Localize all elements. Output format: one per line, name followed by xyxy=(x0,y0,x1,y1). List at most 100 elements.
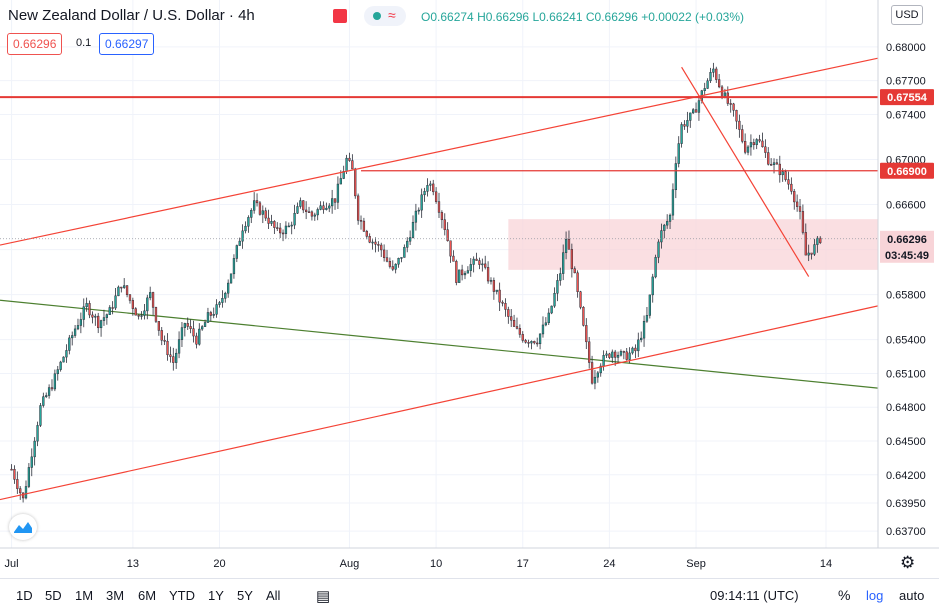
candle-body-173 xyxy=(510,316,513,321)
range-3m-button[interactable]: 3M xyxy=(106,588,125,603)
ohlc-change: +0.00022 (+0.03%) xyxy=(641,10,744,24)
last-price-tag-text: 0.66296 xyxy=(887,234,927,246)
candle-body-214 xyxy=(628,352,631,360)
candle-body-12 xyxy=(45,395,48,397)
candle-body-152 xyxy=(449,240,452,257)
candle-body-39 xyxy=(123,285,126,288)
candle-body-174 xyxy=(512,319,516,327)
currency-button[interactable]: USD xyxy=(891,5,923,25)
candle-body-130 xyxy=(385,257,389,262)
percent-scale-toggle[interactable]: % xyxy=(838,587,851,603)
date-range-icon[interactable]: ▤ xyxy=(316,588,331,605)
candle-body-131 xyxy=(388,260,392,267)
candle-body-266 xyxy=(778,163,781,176)
market-status-pill[interactable]: ≈ xyxy=(364,6,406,26)
trendlines[interactable] xyxy=(0,57,879,501)
candle-body-115 xyxy=(342,171,345,179)
candle-body-233 xyxy=(683,124,686,127)
candle-body-213 xyxy=(625,351,628,360)
candle-body-119 xyxy=(354,168,357,197)
log-scale-toggle[interactable]: log xyxy=(866,588,884,603)
candle-body-31 xyxy=(99,320,103,329)
candle-body-255 xyxy=(746,146,750,153)
price-tags: 0.67554 0.66900 0.66296 03:45:49 xyxy=(880,89,934,263)
candle-body-71 xyxy=(215,304,218,315)
range-5d-button[interactable]: 5D xyxy=(45,588,62,603)
x-tick-label-7: Sep xyxy=(686,558,706,570)
flag-icon[interactable] xyxy=(333,9,347,23)
candle-body-178 xyxy=(524,340,527,343)
candle-body-36 xyxy=(114,295,117,309)
candle-body-50 xyxy=(154,307,158,322)
range-1m-button[interactable]: 1M xyxy=(75,588,94,603)
trendline-lower-channel xyxy=(0,305,879,501)
candle-body-15 xyxy=(53,373,57,390)
candle-body-275 xyxy=(804,232,807,256)
auto-scale-toggle[interactable]: auto xyxy=(899,588,925,603)
candle-body-200 xyxy=(588,341,591,363)
candle-body-85 xyxy=(255,200,259,204)
range-5y-button[interactable]: 5Y xyxy=(237,588,253,603)
candle-body-61 xyxy=(186,323,189,327)
candle-body-112 xyxy=(333,198,337,203)
buy-button[interactable]: 0.66297 xyxy=(99,33,155,55)
range-6m-button[interactable]: 6M xyxy=(138,588,157,603)
y-tick-label-11: 0.64200 xyxy=(886,470,926,482)
candle-body-114 xyxy=(339,178,342,185)
candle-body-35 xyxy=(111,307,114,309)
x-tick-label-2: 20 xyxy=(213,558,225,570)
ohlc-high: H0.66296 xyxy=(477,10,530,24)
candle-body-72 xyxy=(218,302,221,305)
time-axis-labels: Jul 13 20 Aug 10 17 24 Sep 14 xyxy=(5,558,833,570)
ohlc-close: C0.66296 xyxy=(585,10,638,24)
level-tag-bg-1 xyxy=(880,162,934,179)
candle-body-149 xyxy=(440,212,444,221)
candle-body-83 xyxy=(250,210,253,218)
utc-clock[interactable]: 09:14:11 (UTC) xyxy=(710,588,799,603)
x-tick-label-6: 24 xyxy=(603,558,615,570)
range-ytd-button[interactable]: YTD xyxy=(169,588,195,603)
candle-body-220 xyxy=(645,315,649,322)
candle-body-117 xyxy=(348,157,351,161)
y-tick-label-9: 0.64800 xyxy=(886,402,926,414)
candle-body-170 xyxy=(501,301,504,304)
last-price-tag-bg xyxy=(880,230,934,263)
symbol-title[interactable]: New Zealand Dollar / U.S. Dollar · 4h xyxy=(8,7,255,24)
candle-body-222 xyxy=(651,276,654,296)
candle-body-257 xyxy=(752,142,755,146)
candle-body-227 xyxy=(666,221,669,226)
candle-body-218 xyxy=(640,337,643,341)
y-tick-label-10: 0.64500 xyxy=(886,436,926,448)
candle-body-198 xyxy=(582,307,585,326)
candle-body-20 xyxy=(68,337,71,351)
candle-body-48 xyxy=(149,292,152,299)
candle-body-236 xyxy=(692,109,695,114)
candle-body-53 xyxy=(163,340,166,342)
candle-body-276 xyxy=(807,252,810,256)
tradingview-logo-icon[interactable] xyxy=(9,514,37,540)
level-tag-bg-0 xyxy=(880,89,934,106)
settings-gear-icon[interactable]: ⚙ xyxy=(900,553,916,572)
range-1y-button[interactable]: 1Y xyxy=(208,588,224,603)
range-all-button[interactable]: All xyxy=(266,588,281,603)
candle-body-278 xyxy=(813,244,816,255)
candle-body-180 xyxy=(530,341,533,344)
candle-body-201 xyxy=(590,362,594,384)
candle-body-64 xyxy=(195,335,198,345)
sell-button[interactable]: 0.66296 xyxy=(7,33,63,55)
candle-body-148 xyxy=(437,201,441,213)
range-1d-button[interactable]: 1D xyxy=(16,588,33,603)
candle-body-11 xyxy=(42,396,45,406)
candle-body-235 xyxy=(689,112,692,121)
candle-body-29 xyxy=(94,315,97,318)
candle-body-250 xyxy=(732,103,735,111)
candle-body-183 xyxy=(538,333,542,345)
candle-body-38 xyxy=(120,286,123,289)
candle-body-182 xyxy=(536,342,539,345)
green-support-line xyxy=(0,299,879,389)
candle-body-57 xyxy=(175,352,178,363)
candle-body-100 xyxy=(299,200,302,207)
horizontal-levels[interactable] xyxy=(0,96,878,172)
candle-body-42 xyxy=(131,300,135,309)
